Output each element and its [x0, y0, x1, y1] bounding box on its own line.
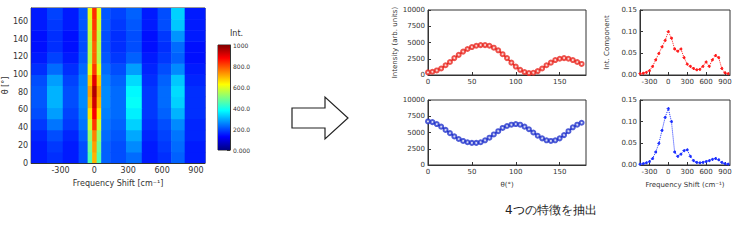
svg-text:140: 140 — [13, 35, 28, 44]
svg-text:0: 0 — [23, 159, 28, 168]
svg-text:300: 300 — [681, 78, 694, 86]
svg-text:200.0: 200.0 — [233, 126, 250, 133]
svg-text:θ [°]: θ [°] — [1, 77, 10, 95]
svg-text:150: 150 — [553, 78, 566, 86]
svg-text:1000: 1000 — [233, 42, 248, 49]
svg-text:0.000: 0.000 — [233, 147, 250, 154]
svg-text:900: 900 — [188, 166, 203, 175]
svg-text:100: 100 — [509, 78, 522, 86]
svg-text:5000: 5000 — [407, 39, 425, 47]
svg-text:50: 50 — [467, 78, 476, 86]
svg-text:Int. Component: Int. Component — [603, 15, 611, 70]
svg-text:Int.: Int. — [230, 29, 243, 38]
svg-text:600: 600 — [699, 78, 712, 86]
svg-text:160: 160 — [13, 17, 28, 26]
svg-text:100: 100 — [509, 168, 522, 176]
svg-text:800.0: 800.0 — [233, 63, 250, 70]
svg-text:120: 120 — [13, 52, 28, 61]
svg-text:7500: 7500 — [407, 112, 425, 120]
svg-text:10000: 10000 — [403, 6, 425, 14]
svg-text:150: 150 — [553, 168, 566, 176]
svg-text:0: 0 — [426, 78, 430, 86]
svg-text:2500: 2500 — [407, 55, 425, 63]
svg-text:-300: -300 — [641, 168, 657, 176]
svg-text:50: 50 — [467, 168, 476, 176]
svg-text:5000: 5000 — [407, 129, 425, 137]
svg-text:Frequency Shift [cm⁻¹]: Frequency Shift [cm⁻¹] — [73, 179, 163, 188]
svg-text:40: 40 — [18, 123, 28, 132]
svg-text:0: 0 — [421, 71, 425, 79]
svg-text:Intensity (arb. units): Intensity (arb. units) — [391, 7, 399, 79]
svg-text:4つの特徴を抽出: 4つの特徴を抽出 — [505, 203, 597, 217]
svg-text:0.15: 0.15 — [621, 6, 637, 14]
svg-text:0.00: 0.00 — [621, 71, 637, 79]
svg-text:-300: -300 — [51, 166, 69, 175]
svg-text:20: 20 — [18, 141, 28, 150]
svg-text:0: 0 — [666, 78, 670, 86]
svg-text:900: 900 — [718, 168, 731, 176]
svg-text:60: 60 — [18, 105, 28, 114]
svg-text:600: 600 — [154, 166, 169, 175]
svg-text:0.05: 0.05 — [621, 139, 637, 147]
svg-text:0.15: 0.15 — [621, 96, 637, 104]
svg-text:600: 600 — [699, 168, 712, 176]
svg-text:0: 0 — [421, 161, 425, 169]
svg-text:900: 900 — [718, 78, 731, 86]
svg-text:0.05: 0.05 — [621, 49, 637, 57]
svg-text:-300: -300 — [641, 78, 657, 86]
svg-text:80: 80 — [18, 88, 28, 97]
svg-text:2500: 2500 — [407, 145, 425, 153]
svg-text:θ(°): θ(°) — [500, 181, 514, 189]
svg-text:10000: 10000 — [403, 96, 425, 104]
svg-text:7500: 7500 — [407, 22, 425, 30]
svg-text:300: 300 — [681, 168, 694, 176]
svg-text:0.00: 0.00 — [621, 161, 637, 169]
svg-text:0.10: 0.10 — [621, 118, 637, 126]
svg-text:0: 0 — [426, 168, 430, 176]
svg-text:0: 0 — [666, 168, 670, 176]
svg-text:600.0: 600.0 — [233, 84, 250, 91]
svg-text:0.10: 0.10 — [621, 28, 637, 36]
svg-text:0: 0 — [92, 166, 97, 175]
svg-text:100: 100 — [13, 70, 28, 79]
svg-text:Frequency Shift (cm⁻¹): Frequency Shift (cm⁻¹) — [645, 181, 724, 189]
svg-text:300: 300 — [121, 166, 136, 175]
svg-text:400.0: 400.0 — [233, 105, 250, 112]
